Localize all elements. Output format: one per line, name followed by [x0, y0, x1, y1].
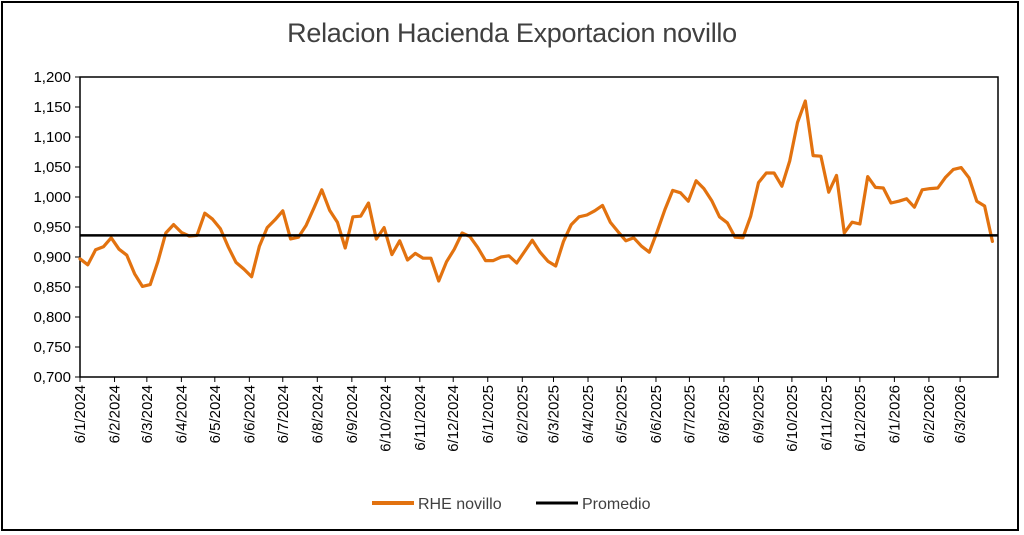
- y-tick-label: 0,900: [33, 249, 71, 266]
- x-tick-label: 6/4/2024: [173, 385, 190, 443]
- y-tick-label: 0,800: [33, 309, 71, 326]
- y-tick-label: 1,050: [33, 159, 71, 176]
- x-axis: 6/1/2024 6/2/2024 6/3/2024 6/4/2024 6/5/2024…: [72, 377, 969, 452]
- x-tick-label: 6/6/2024: [241, 385, 258, 443]
- x-tick-label: 6/1/2024: [72, 385, 89, 443]
- x-tick-label: 6/2/2026: [921, 385, 938, 443]
- y-tick-label: 1,200: [33, 69, 71, 86]
- y-tick-label: 1,100: [33, 129, 71, 146]
- legend-label-promedio: Promedio: [582, 496, 651, 513]
- x-tick-label: 6/3/2024: [139, 385, 156, 443]
- y-tick-label: 0,950: [33, 219, 71, 236]
- x-tick-label: 6/3/2026: [952, 385, 969, 443]
- series-layer: [78, 99, 998, 288]
- x-tick-label: 6/1/2026: [886, 385, 903, 443]
- x-tick-label: 6/12/2024: [445, 385, 462, 452]
- x-tick-label: 6/7/2025: [681, 385, 698, 443]
- x-tick-label: 6/4/2025: [580, 385, 597, 443]
- x-tick-label: 6/2/2025: [514, 385, 531, 443]
- x-tick-label: 6/5/2024: [207, 385, 224, 443]
- x-tick-label: 6/6/2025: [648, 385, 665, 443]
- x-tick-label: 6/12/2025: [852, 385, 869, 452]
- x-tick-label: 6/8/2024: [309, 385, 326, 443]
- x-tick-label: 6/3/2025: [545, 385, 562, 443]
- legend-label-rhe-novillo: RHE novillo: [418, 496, 502, 513]
- y-tick-label: 1,150: [33, 99, 71, 116]
- chart-title: Relacion Hacienda Exportacion novillo: [287, 18, 737, 48]
- x-tick-label: 6/2/2024: [107, 385, 124, 443]
- x-tick-label: 6/9/2024: [344, 385, 361, 443]
- y-tick-label: 0,750: [33, 339, 71, 356]
- series-line-rhe-novillo: [78, 99, 995, 288]
- legend: RHE novillo Promedio: [372, 496, 651, 513]
- x-tick-label: 6/1/2025: [480, 385, 497, 443]
- x-tick-label: 6/10/2024: [377, 385, 394, 452]
- y-tick-label: 1,000: [33, 189, 71, 206]
- x-tick-label: 6/11/2025: [818, 385, 835, 451]
- x-tick-label: 6/7/2024: [275, 385, 292, 443]
- x-tick-label: 6/5/2025: [613, 385, 630, 443]
- y-tick-label: 0,700: [33, 369, 71, 386]
- x-tick-label: 6/10/2025: [784, 385, 801, 452]
- x-tick-label: 6/11/2024: [412, 385, 429, 451]
- x-tick-label: 6/9/2025: [750, 385, 767, 443]
- y-tick-label: 0,850: [33, 279, 71, 296]
- y-axis: 1,200 1,150 1,100 1,050 1,000 0,950 0,900 0,850…: [33, 69, 80, 386]
- x-tick-label: 6/8/2025: [716, 385, 733, 443]
